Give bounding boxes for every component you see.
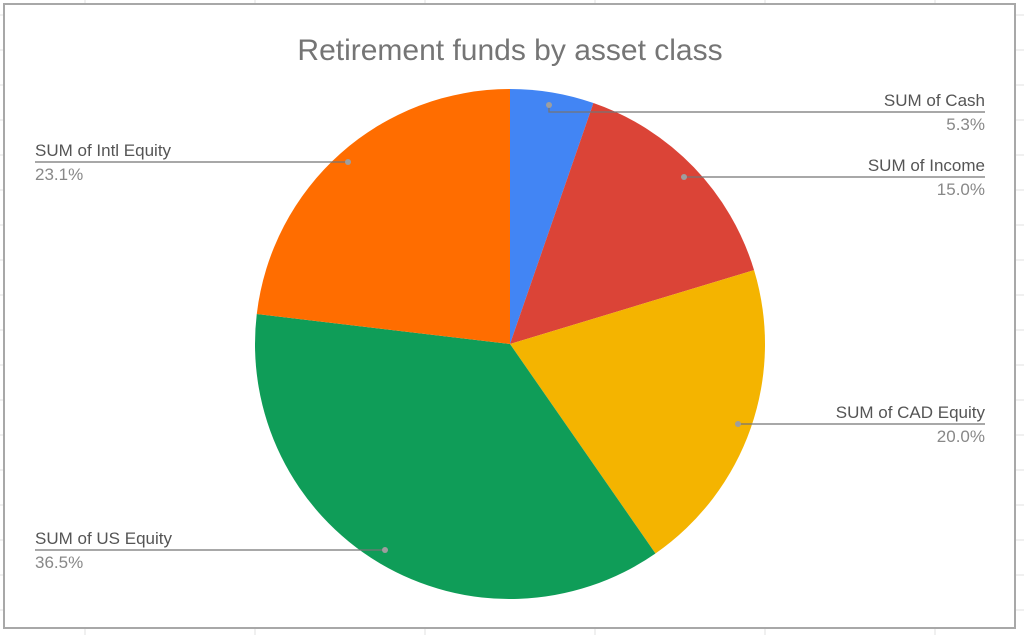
slice-percent: 15.0% (937, 180, 985, 199)
pie-slice-sum-of-us-equity[interactable] (255, 313, 656, 600)
slice-label: SUM of US Equity (35, 529, 172, 548)
leader-dot (681, 174, 687, 180)
slice-percent: 5.3% (946, 115, 985, 134)
slice-percent: 23.1% (35, 165, 83, 184)
leader-dot (345, 159, 351, 165)
slice-label: SUM of CAD Equity (836, 403, 986, 422)
slice-label: SUM of Intl Equity (35, 141, 172, 160)
slice-percent: 20.0% (937, 427, 985, 446)
slice-label: SUM of Income (868, 156, 985, 175)
pie-slice-sum-of-cad-equity[interactable] (510, 270, 766, 554)
leader-dot (546, 102, 552, 108)
pie-slice-sum-of-cash[interactable] (510, 89, 594, 344)
slice-percent: 36.5% (35, 553, 83, 572)
leader-dot (382, 547, 388, 553)
chart-title: Retirement funds by asset class (297, 34, 722, 67)
pie-slice-sum-of-income[interactable] (510, 103, 755, 344)
pie-slice-sum-of-intl-equity[interactable] (256, 89, 510, 344)
leader-dot (735, 421, 741, 427)
slice-label: SUM of Cash (884, 91, 985, 110)
